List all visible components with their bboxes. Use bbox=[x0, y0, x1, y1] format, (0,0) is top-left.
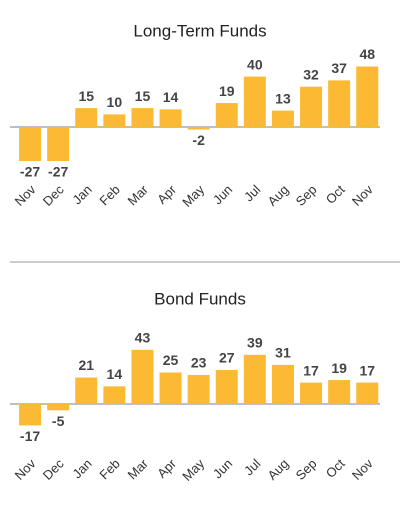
bar bbox=[19, 404, 42, 426]
x-tick-label: Jun bbox=[210, 182, 235, 207]
value-label: 25 bbox=[163, 352, 179, 368]
bar bbox=[187, 375, 210, 404]
x-tick-label: Oct bbox=[323, 182, 348, 207]
bar bbox=[19, 127, 42, 162]
x-tick-label: Jan bbox=[69, 182, 94, 207]
x-tick-label: Jan bbox=[69, 456, 94, 481]
x-tick-label: Jul bbox=[241, 456, 263, 478]
value-label: 17 bbox=[303, 362, 319, 378]
x-tick-label: Nov bbox=[12, 182, 39, 209]
chart-title: Long-Term Funds bbox=[133, 21, 266, 40]
x-tick-label: Sep bbox=[293, 456, 320, 483]
bar bbox=[131, 108, 154, 127]
bar bbox=[75, 108, 98, 127]
x-tick-label: Jun bbox=[210, 456, 235, 481]
bar bbox=[103, 386, 126, 404]
value-label: 21 bbox=[78, 357, 94, 373]
x-tick-label: Mar bbox=[125, 455, 152, 482]
bar bbox=[187, 127, 210, 130]
value-label: 27 bbox=[219, 350, 235, 366]
x-tick-label: Apr bbox=[154, 181, 179, 206]
bar bbox=[328, 380, 351, 404]
bar bbox=[215, 103, 238, 127]
value-label: -27 bbox=[48, 164, 68, 180]
value-label: 17 bbox=[359, 362, 375, 378]
x-tick-label: Feb bbox=[96, 456, 122, 482]
x-tick-label: Nov bbox=[349, 182, 376, 209]
value-label: 13 bbox=[275, 90, 291, 106]
value-label: 43 bbox=[135, 330, 151, 346]
x-tick-label: May bbox=[179, 456, 207, 484]
chart-title: Bond Funds bbox=[154, 289, 246, 308]
value-label: 32 bbox=[303, 66, 319, 82]
x-tick-label: Feb bbox=[96, 182, 122, 208]
x-tick-label: May bbox=[179, 182, 207, 210]
bar bbox=[47, 127, 70, 162]
x-tick-label: Sep bbox=[293, 182, 320, 209]
value-label: -5 bbox=[52, 413, 65, 429]
value-label: 19 bbox=[331, 360, 347, 376]
bar bbox=[159, 109, 182, 127]
bar bbox=[75, 377, 98, 404]
value-label: 40 bbox=[247, 56, 263, 72]
x-tick-label: Oct bbox=[323, 456, 348, 481]
bar bbox=[103, 114, 126, 127]
bar bbox=[243, 354, 266, 404]
value-label: 23 bbox=[191, 355, 207, 371]
x-tick-label: Mar bbox=[125, 181, 152, 208]
bar bbox=[271, 364, 294, 404]
x-tick-label: Dec bbox=[40, 182, 67, 209]
bar bbox=[356, 66, 379, 127]
value-label: 19 bbox=[219, 83, 235, 99]
value-label: -27 bbox=[20, 164, 40, 180]
value-label: 10 bbox=[107, 94, 123, 110]
bar bbox=[215, 369, 238, 404]
bar bbox=[131, 349, 154, 404]
bar bbox=[271, 110, 294, 127]
x-tick-label: Aug bbox=[265, 182, 292, 209]
value-label: 14 bbox=[107, 366, 123, 382]
bar bbox=[159, 372, 182, 404]
value-label: 14 bbox=[163, 89, 179, 105]
x-tick-label: Nov bbox=[12, 456, 39, 483]
bar bbox=[300, 382, 323, 404]
value-label: 39 bbox=[247, 335, 263, 351]
bar bbox=[47, 404, 70, 411]
value-label: 48 bbox=[359, 46, 375, 62]
value-label: 15 bbox=[135, 88, 151, 104]
x-tick-label: Jul bbox=[241, 182, 263, 204]
x-tick-label: Aug bbox=[265, 456, 292, 483]
value-label: 37 bbox=[331, 60, 347, 76]
bar bbox=[328, 80, 351, 127]
x-tick-label: Dec bbox=[40, 456, 67, 483]
value-label: 15 bbox=[78, 88, 94, 104]
x-tick-label: Apr bbox=[154, 455, 179, 480]
x-tick-label: Nov bbox=[349, 456, 376, 483]
bar bbox=[243, 76, 266, 127]
value-label: -17 bbox=[20, 428, 40, 444]
bar bbox=[356, 382, 379, 404]
value-label: 31 bbox=[275, 345, 291, 361]
bar bbox=[300, 86, 323, 127]
value-label: -2 bbox=[192, 132, 205, 148]
